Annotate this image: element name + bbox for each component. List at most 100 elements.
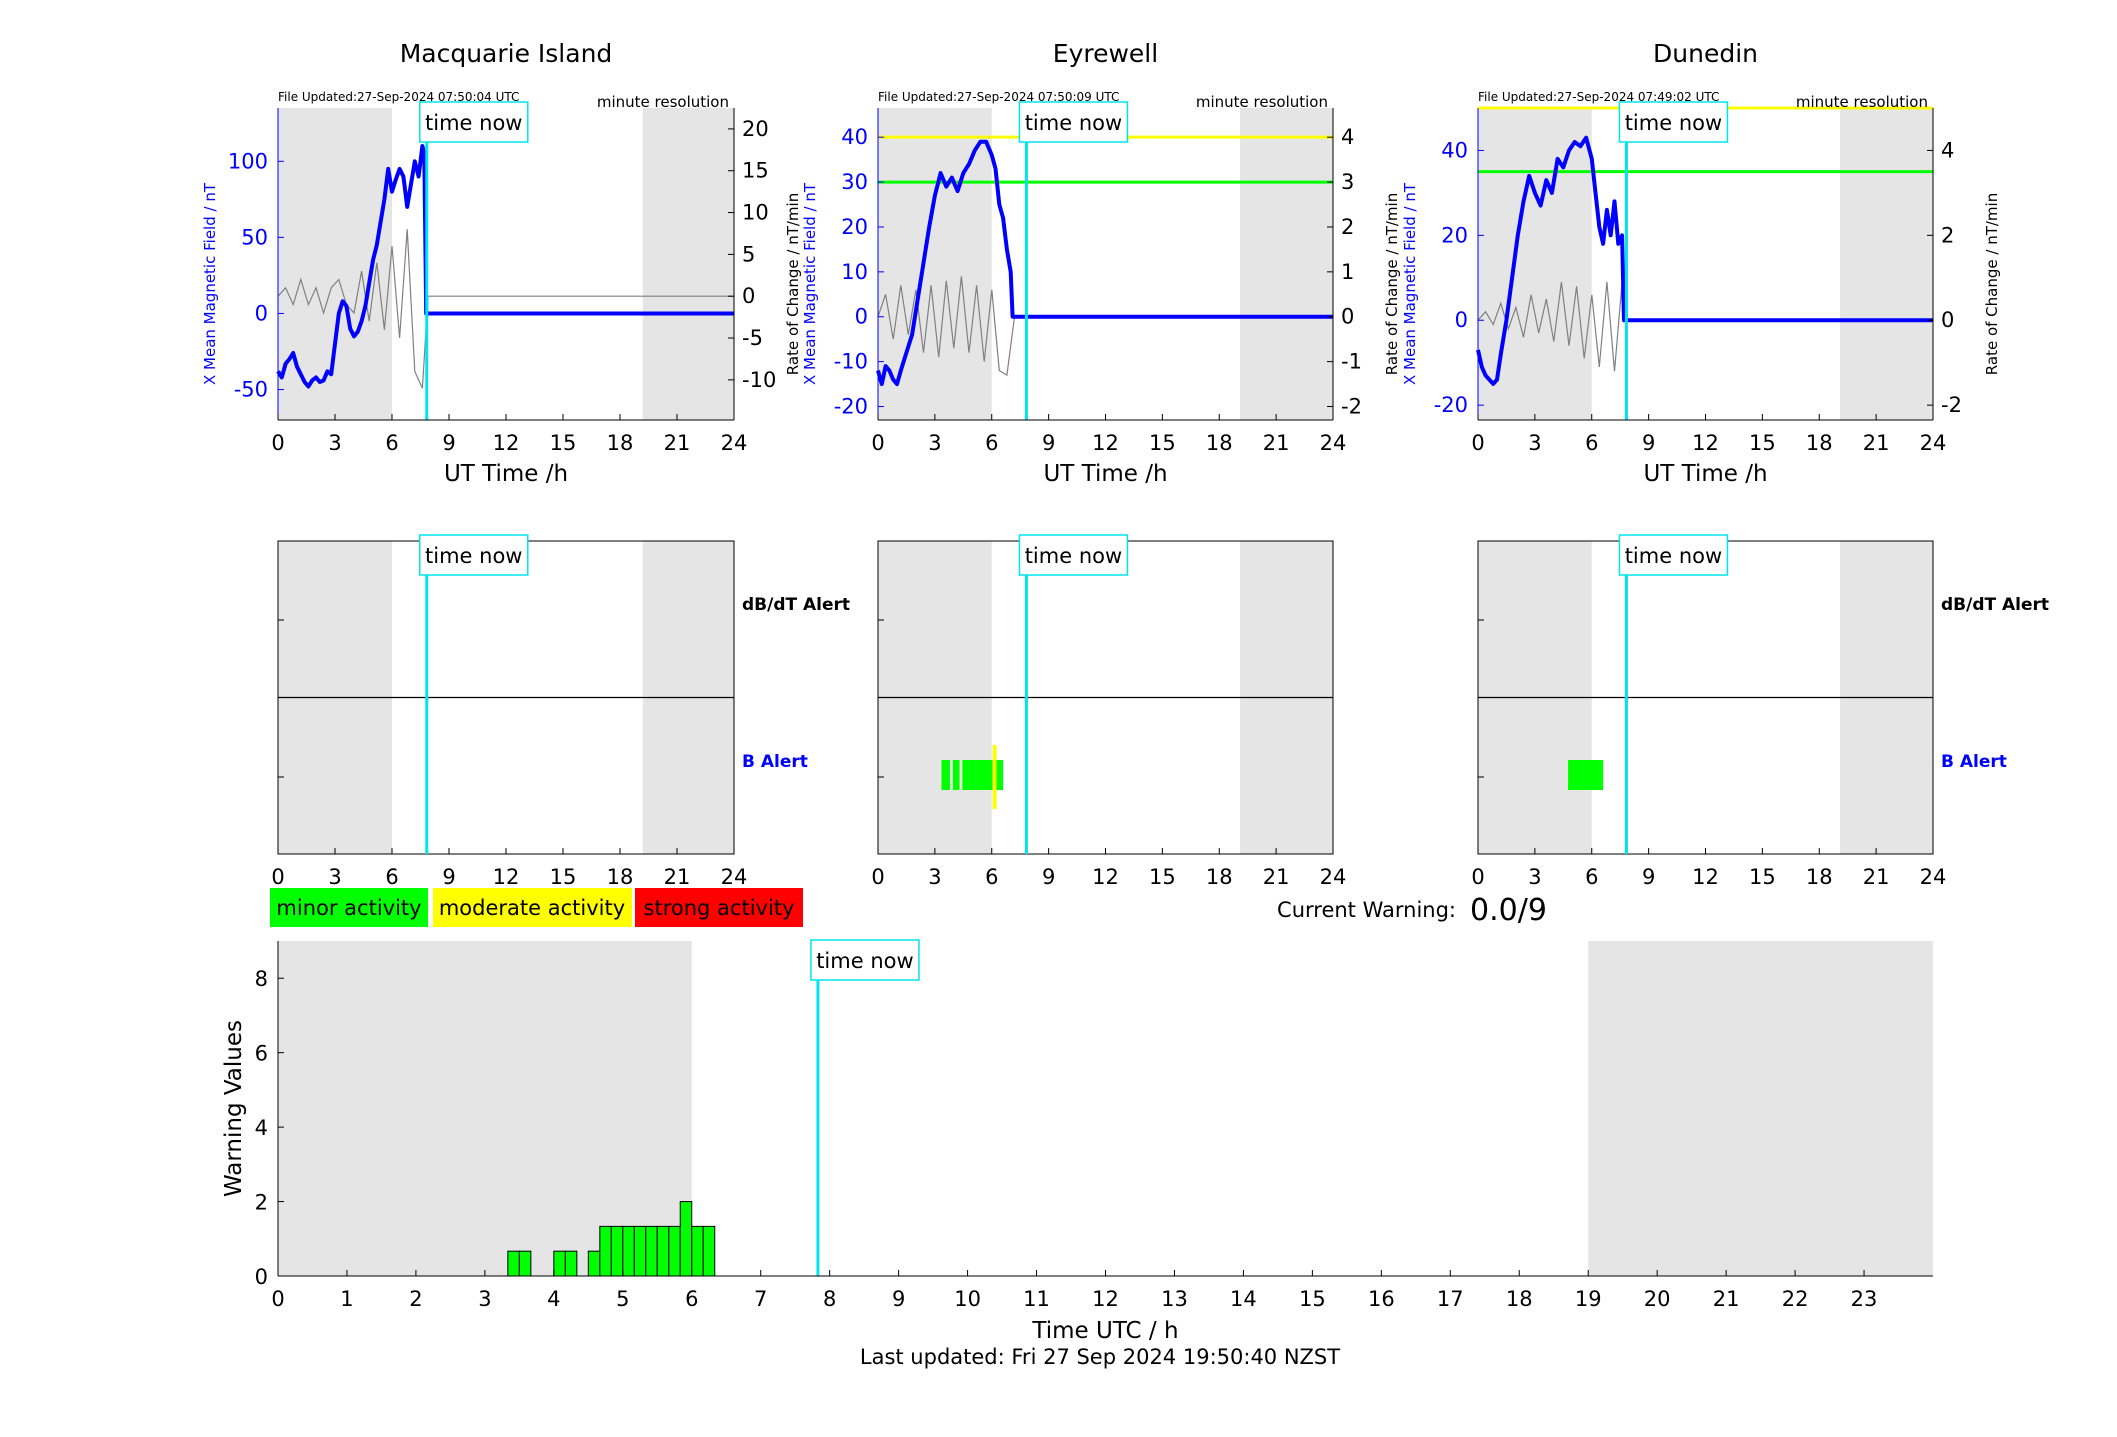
- x-axis-label: UT Time /h: [444, 461, 568, 487]
- time-now-box: [419, 534, 529, 576]
- x-axis-label: UT Time /h: [1643, 461, 1767, 487]
- x-tick-label: 3: [1528, 865, 1541, 889]
- x-tick-label: 12: [1692, 431, 1719, 455]
- current-warning: Current Warning: 0.0/9: [1277, 893, 1547, 928]
- x-tick-label: 24: [1320, 865, 1347, 889]
- b-alert-bar: [962, 760, 993, 790]
- time-now-label: time now: [425, 111, 522, 135]
- warning-bar: [668, 1225, 681, 1277]
- x-tick-label: 0: [1471, 865, 1484, 889]
- x-tick-label: 6: [985, 431, 998, 455]
- warning-bar: [610, 1225, 624, 1277]
- x-tick-label: 0: [271, 865, 284, 889]
- left-tick-label: 40: [1441, 138, 1468, 162]
- right-tick-label: -5: [742, 326, 763, 350]
- b-alert-bar: [952, 760, 960, 790]
- x-tick-label: 3: [928, 865, 941, 889]
- x-tick-label: 18: [1506, 1287, 1533, 1311]
- x-tick-label: 18: [607, 431, 634, 455]
- right-tick-label: -1: [1341, 350, 1362, 374]
- magnetometer-panels: Macquarie Island time now File Updated:27-…: [201, 39, 2001, 487]
- legend-strong-label: strong activity: [644, 896, 795, 920]
- warning-bar: [564, 1250, 578, 1277]
- warning-bar: [507, 1250, 520, 1277]
- warning-bar: [587, 1250, 601, 1277]
- left-tick-label: -10: [834, 350, 868, 374]
- x-tick-label: 9: [1042, 865, 1055, 889]
- warning-bar: [679, 1201, 693, 1277]
- left-tick-label: 30: [841, 170, 868, 194]
- x-tick-label: 0: [271, 1287, 284, 1311]
- resolution-label: minute resolution: [1796, 93, 1928, 111]
- x-tick-label: 12: [493, 865, 520, 889]
- rate-of-change-line: [877, 276, 1333, 377]
- x-tick-label: 0: [271, 431, 284, 455]
- db-alert-label: dB/dT Alert: [742, 595, 850, 615]
- current-warning-label: Current Warning:: [1277, 898, 1456, 922]
- x-mean-field-line: [876, 139, 1333, 387]
- left-tick-label: 40: [841, 125, 868, 149]
- left-tick-label: -20: [834, 395, 868, 419]
- left-tick-label: -20: [1434, 393, 1468, 417]
- x-tick-label: 18: [1806, 431, 1833, 455]
- night-band: [642, 108, 734, 420]
- legend-strong-swatch: [635, 888, 803, 927]
- y-tick-label: 4: [255, 1116, 268, 1140]
- x-tick-label: 13: [1161, 1287, 1188, 1311]
- b-alert-bar: [1568, 760, 1604, 790]
- x-tick-label: 17: [1437, 1287, 1464, 1311]
- x-tick-label: 21: [664, 865, 691, 889]
- warning-bar: [691, 1225, 704, 1277]
- night-band: [1478, 108, 1592, 420]
- x-tick-label: 3: [328, 431, 341, 455]
- db-alert-label: dB/dT Alert: [1941, 595, 2049, 615]
- x-tick-label: 21: [1263, 865, 1290, 889]
- x-tick-label: 24: [721, 865, 748, 889]
- file-updated: File Updated:27-Sep-2024 07:50:09 UTC: [878, 90, 1119, 104]
- left-tick-label: 100: [228, 149, 268, 173]
- time-now-box: [419, 101, 529, 143]
- right-tick-label: 2: [1941, 223, 1954, 247]
- x-tick-label: 15: [1149, 431, 1176, 455]
- left-tick-label: -50: [234, 378, 268, 402]
- warning-bar: [518, 1250, 532, 1277]
- x-tick-label: 21: [1863, 431, 1890, 455]
- x-tick-label: 4: [547, 1287, 560, 1311]
- y-tick-label: 8: [255, 967, 268, 991]
- x-tick-label: 3: [328, 865, 341, 889]
- b-alert-label: B Alert: [742, 752, 808, 772]
- x-tick-label: 12: [1092, 1287, 1119, 1311]
- x-tick-label: 11: [1023, 1287, 1050, 1311]
- time-now-box: [1018, 101, 1129, 143]
- file-updated: File Updated:27-Sep-2024 07:49:02 UTC: [1478, 90, 1719, 104]
- time-now-label: time now: [425, 544, 522, 568]
- station-panel-1: Eyrewell time now File Updated:27-Sep-2024…: [801, 39, 1401, 487]
- warning-bar: [599, 1225, 612, 1277]
- x-tick-label: 14: [1230, 1287, 1257, 1311]
- x-tick-label: 5: [616, 1287, 629, 1311]
- x-tick-label: 15: [550, 865, 577, 889]
- x-tick-label: 21: [1263, 431, 1290, 455]
- x-tick-label: 15: [1749, 431, 1776, 455]
- left-tick-label: 0: [855, 305, 868, 329]
- x-tick-label: 12: [1692, 865, 1719, 889]
- x-tick-label: 21: [1713, 1287, 1740, 1311]
- y-tick-label: 6: [255, 1042, 268, 1066]
- time-now-box: [1018, 534, 1129, 576]
- x-tick-label: 24: [1920, 865, 1947, 889]
- right-tick-label: 5: [742, 242, 755, 266]
- left-tick-label: 20: [841, 215, 868, 239]
- warning-bar: [553, 1250, 566, 1277]
- file-updated: File Updated:27-Sep-2024 07:50:04 UTC: [278, 90, 519, 104]
- left-axis-label: X Mean Magnetic Field / nT: [201, 182, 219, 385]
- alert-panel-2: time now 0 3 6 9 12 15 18 21 24 dB/dT Alert B Alert: [1471, 534, 2049, 889]
- right-tick-label: 0: [742, 284, 755, 308]
- left-axis-label: X Mean Magnetic Field / nT: [1401, 182, 1419, 385]
- warning-bar: [633, 1225, 647, 1277]
- b-alert-label: B Alert: [1941, 752, 2007, 772]
- right-tick-label: 20: [742, 117, 769, 141]
- warning-bar: [645, 1225, 658, 1277]
- x-tick-label: 9: [892, 1287, 905, 1311]
- right-tick-label: 3: [1341, 170, 1354, 194]
